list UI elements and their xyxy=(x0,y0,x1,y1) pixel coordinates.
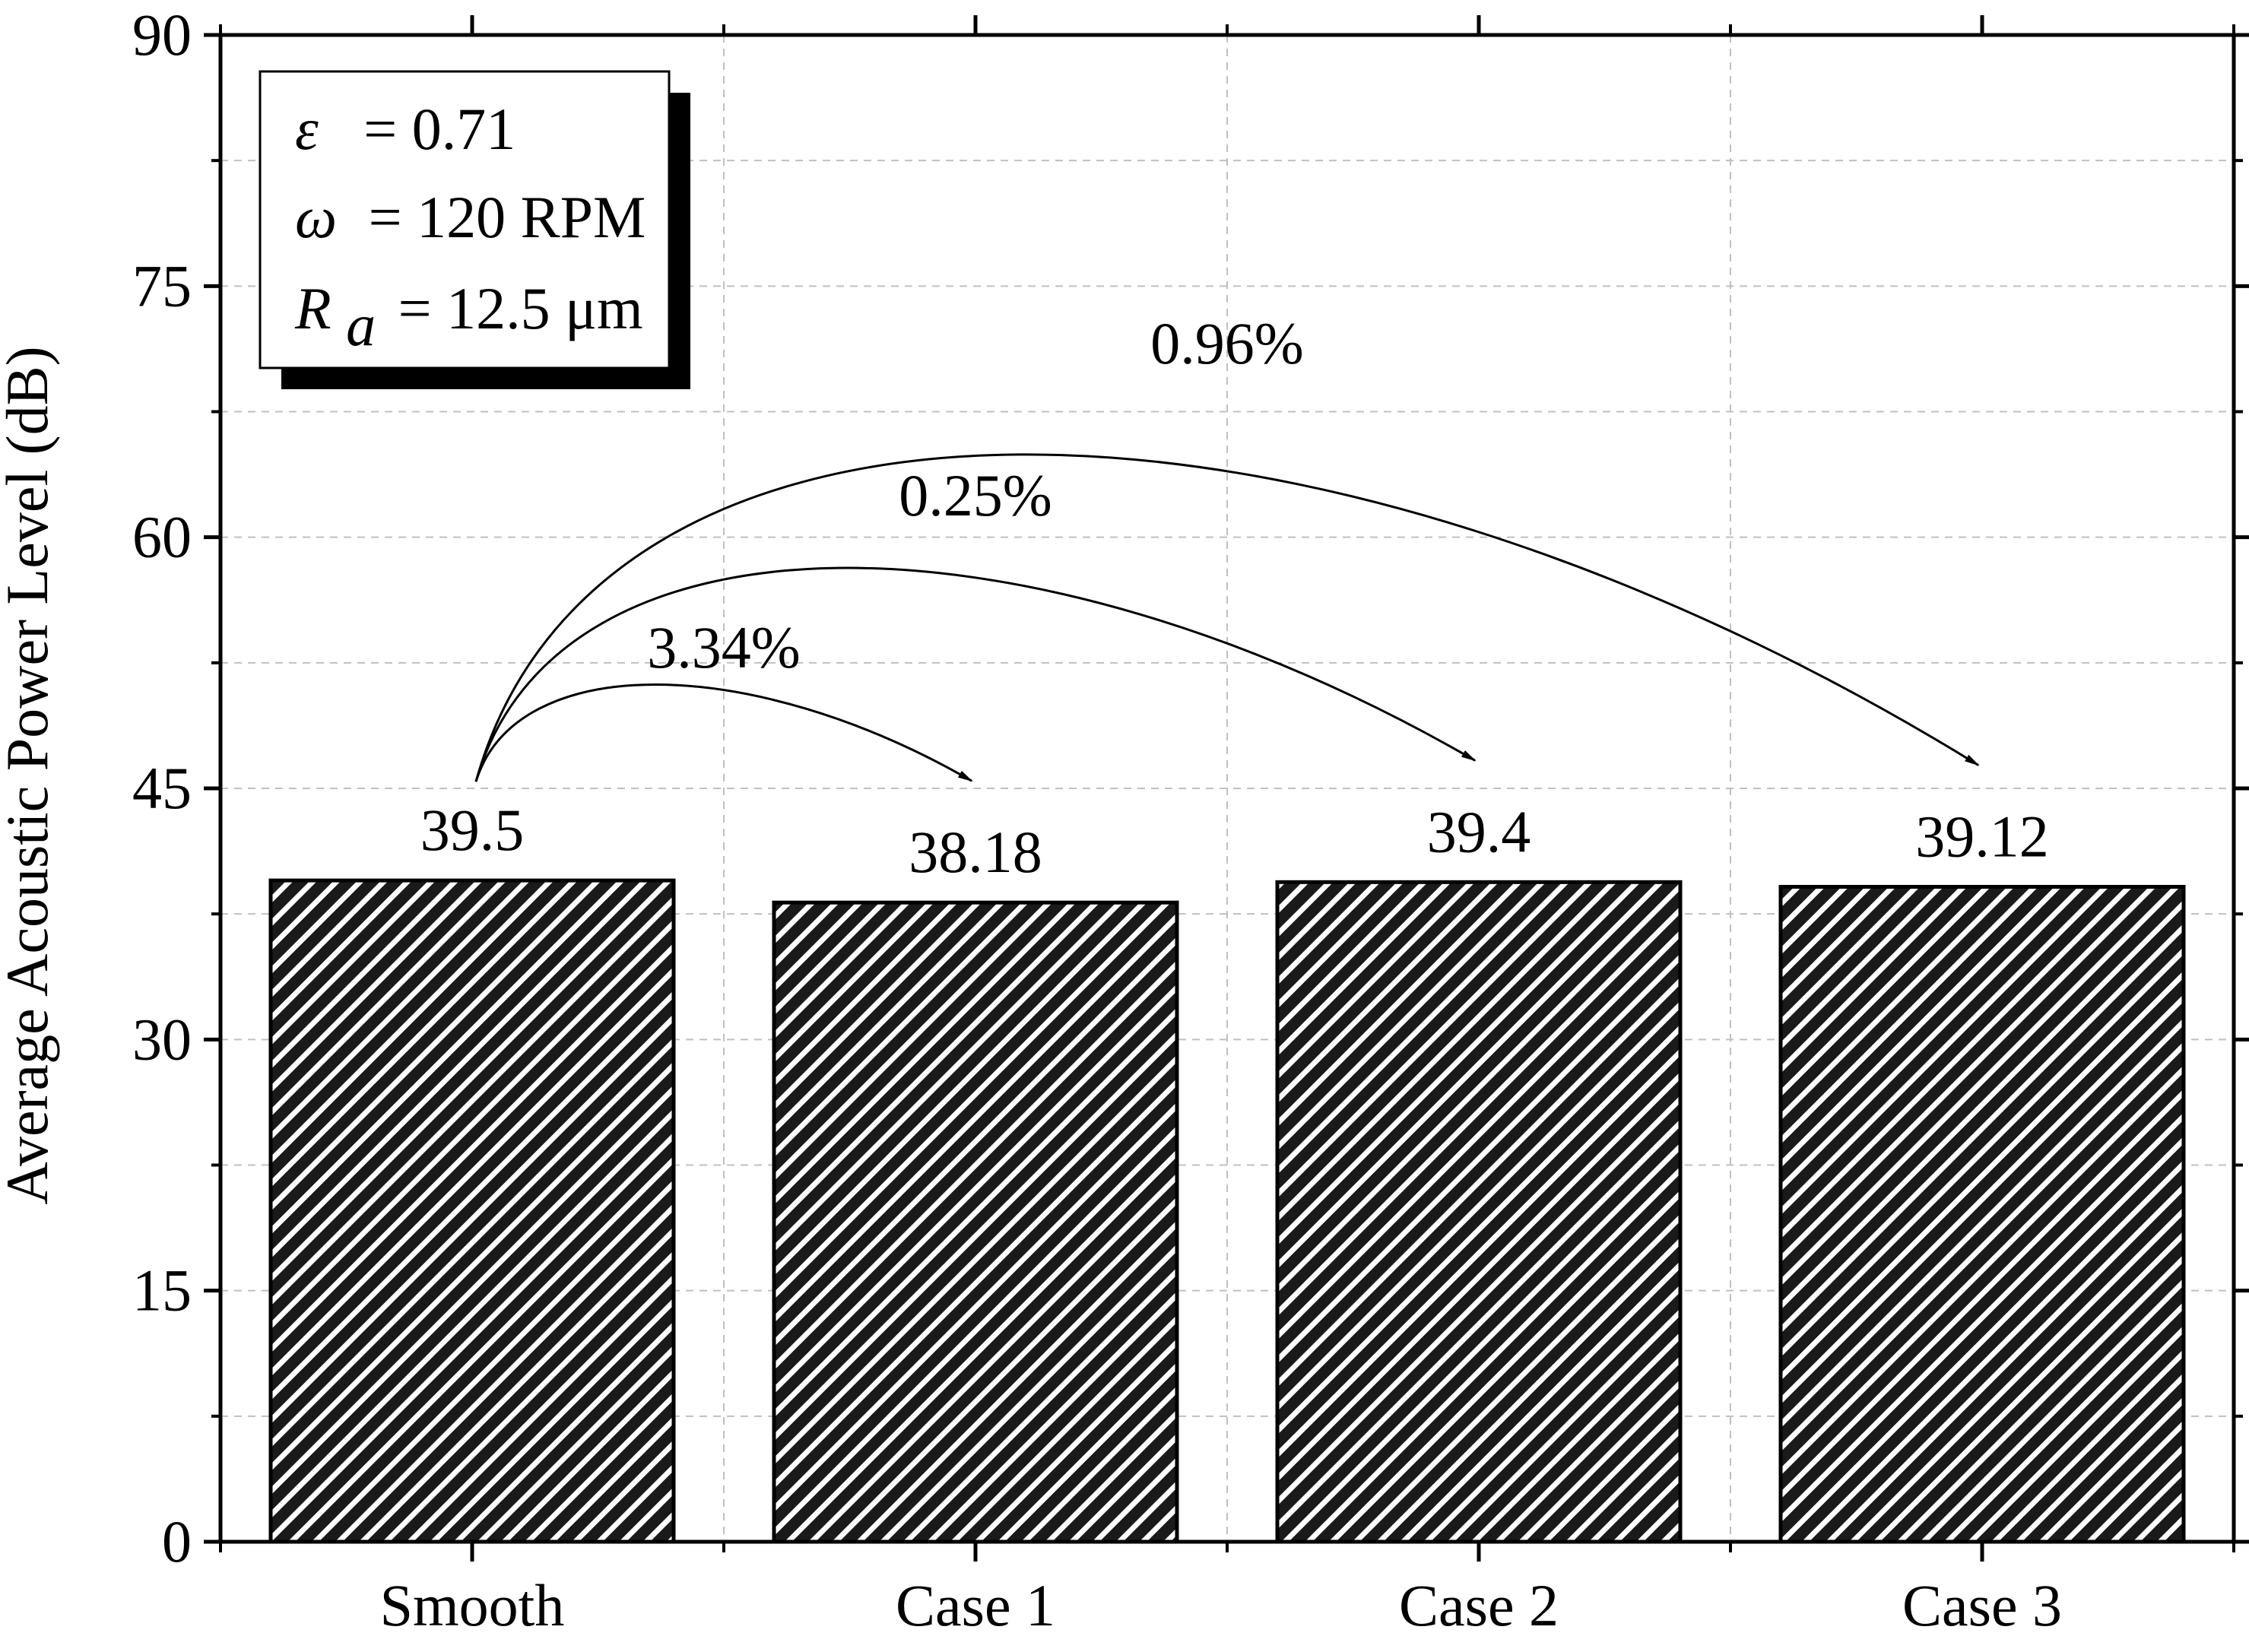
x-tick-label: Smooth xyxy=(380,1572,565,1638)
x-tick-label: Case 3 xyxy=(1902,1572,2062,1638)
y-tick-label: 0 xyxy=(162,1508,192,1574)
epsilon-symbol: ε xyxy=(295,96,319,162)
omega-symbol: ω xyxy=(295,184,337,250)
arrow-percentage-label: 0.96% xyxy=(1150,310,1303,376)
roughness-symbol: R xyxy=(294,275,331,341)
bar-case-2 xyxy=(1275,880,1683,1544)
y-tick-label: 60 xyxy=(132,504,192,570)
bar-value-label: 38.18 xyxy=(909,819,1042,885)
omega-value: = 120 RPM xyxy=(369,184,646,250)
arrow-percentage-label: 0.25% xyxy=(899,462,1052,528)
bar-value-label: 39.5 xyxy=(420,797,525,863)
roughness-subscript: a xyxy=(346,292,376,358)
arrow-case-3 xyxy=(474,453,1980,782)
legend-line-omega: ω = 120 RPM xyxy=(295,184,646,250)
axes xyxy=(204,15,2249,1562)
legend-line-epsilon: ε = 0.71 xyxy=(295,96,515,162)
bar-value-labels: 39.5 38.18 39.4 39.12 xyxy=(420,797,2049,885)
legend-box: ε = 0.71 ω = 120 RPM R a = 12.5 μm xyxy=(259,70,690,389)
y-tick-label: 45 xyxy=(132,755,192,821)
percentage-arrows: 3.34% 0.25% 0.96% xyxy=(474,310,1980,782)
bar-case-3 xyxy=(1778,884,2186,1544)
y-tick-label: 15 xyxy=(132,1257,192,1324)
y-tick-label: 90 xyxy=(132,2,192,68)
roughness-value: = 12.5 μm xyxy=(398,275,643,341)
bars xyxy=(268,878,2186,1544)
legend-frame xyxy=(259,70,671,369)
bar-case-1 xyxy=(772,900,1179,1544)
arrow-case-2 xyxy=(474,566,1477,782)
legend-line-roughness: R a = 12.5 μm xyxy=(294,275,643,358)
y-axis-title: Average Acoustic Power Level (dB) xyxy=(0,346,60,1204)
x-tick-label: Case 2 xyxy=(1399,1572,1559,1638)
x-tick-label: Case 1 xyxy=(896,1572,1055,1638)
tick-labels: 0 15 30 45 60 75 90 Smooth Case 1 Case 2 Case 3 xyxy=(132,2,2062,1638)
arrow-percentage-label: 3.34% xyxy=(647,614,800,680)
bar-value-label: 39.12 xyxy=(1915,803,2049,869)
bar-smooth xyxy=(268,878,676,1544)
bar-value-label: 39.4 xyxy=(1427,798,1531,864)
y-tick-label: 75 xyxy=(132,252,192,319)
epsilon-value: = 0.71 xyxy=(363,96,515,162)
arrow-case-1 xyxy=(474,683,973,782)
y-tick-label: 30 xyxy=(132,1006,192,1072)
